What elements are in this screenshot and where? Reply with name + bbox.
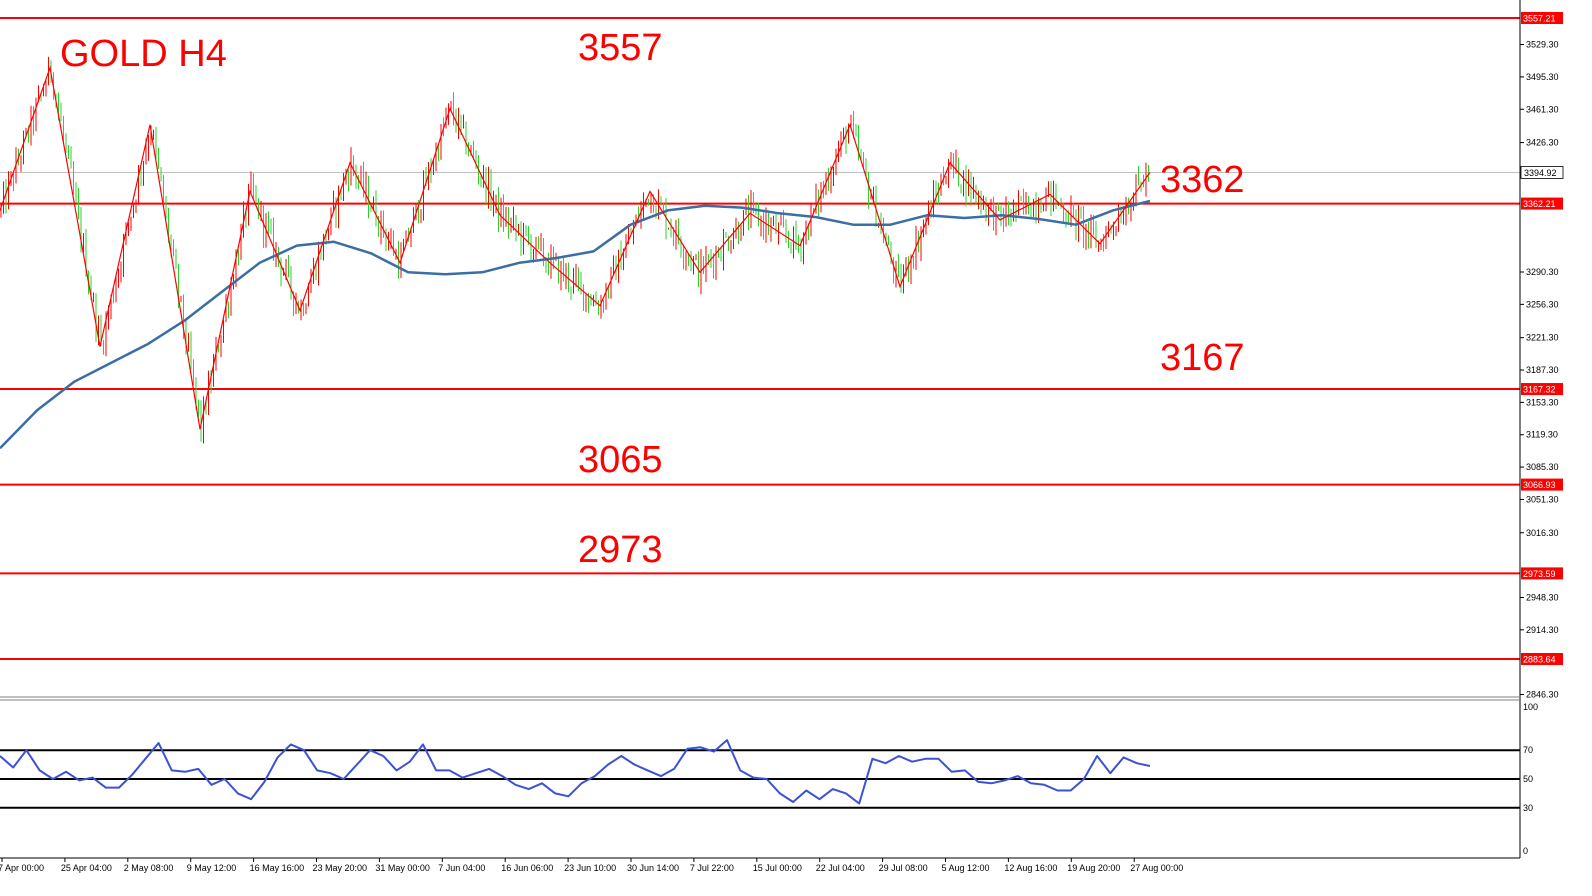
price-tick-label: 3221.30 (1526, 333, 1559, 343)
level-price-label: 3066.93 (1523, 480, 1556, 490)
time-tick-label: 15 Jul 00:00 (753, 863, 802, 873)
moving-average (0, 199, 1151, 450)
price-tick-label: 3495.30 (1526, 72, 1559, 82)
price-tick-label: 3085.30 (1526, 462, 1559, 472)
level-annotation: 2973 (578, 529, 663, 571)
time-tick-label: 16 May 16:00 (250, 863, 305, 873)
osc-level-label: 30 (1523, 803, 1533, 813)
level-price-tag (1521, 653, 1563, 665)
osc-level-label: 50 (1523, 774, 1533, 784)
osc-level-label: 70 (1523, 745, 1533, 755)
level-price-tag (1521, 197, 1563, 210)
price-tick-label: 3256.30 (1526, 299, 1559, 309)
price-tick-label: 2846.30 (1526, 690, 1559, 700)
time-tick-label: 5 Aug 12:00 (942, 863, 990, 873)
oscillator-panel: 70 50 30 100 0 (0, 702, 1538, 856)
level-price-label: 3557.21 (1523, 14, 1556, 24)
level-price-label: 3167.32 (1523, 385, 1556, 395)
level-price-label: 2883.64 (1523, 655, 1556, 665)
level-annotation: 3557 (578, 27, 663, 69)
level-annotation: 3167 (1160, 337, 1245, 379)
time-tick-label: 7 Jul 22:00 (690, 863, 734, 873)
level-price-label: 3362.21 (1523, 199, 1556, 209)
time-tick-label: 19 Aug 20:00 (1067, 863, 1120, 873)
price-tick-label: 3461.30 (1526, 104, 1559, 114)
price-tick-label: 2914.30 (1526, 625, 1559, 635)
time-axis: 7 Apr 00:00 25 Apr 04:00 2 May 08:00 9 May … (0, 858, 1183, 873)
osc-level-tag (1522, 802, 1534, 813)
osc-axis-max: 100 (1523, 702, 1538, 712)
time-tick-label: 30 Jun 14:00 (627, 863, 679, 873)
level-price-tag (1521, 383, 1563, 396)
time-tick-label: 7 Apr 00:00 (0, 863, 44, 873)
time-tick-label: 25 Apr 04:00 (61, 863, 112, 873)
time-tick-label: 29 Jul 08:00 (879, 863, 928, 873)
price-tick-label: 3529.30 (1526, 40, 1559, 50)
level-price-tag (1521, 478, 1563, 491)
zigzag (0, 65, 1151, 430)
current-price-label: 3394.92 (1524, 168, 1557, 178)
level-annotation: 3362 (1160, 159, 1245, 201)
time-tick-label: 7 Jun 04:00 (438, 863, 485, 873)
level-price-tag (1521, 12, 1563, 24)
level-annotations: 3557 3362 3167 3065 2973 (578, 27, 1245, 571)
price-tick-label: 3051.30 (1526, 494, 1559, 504)
time-tick-label: 31 May 00:00 (375, 863, 430, 873)
time-tick-label: 2 May 08:00 (124, 863, 174, 873)
zigzag-line (0, 65, 1151, 430)
time-tick-label: 12 Aug 16:00 (1004, 863, 1057, 873)
level-price-tag (1521, 567, 1563, 580)
time-tick-label: 23 May 20:00 (313, 863, 368, 873)
price-tick-label: 3426.30 (1526, 138, 1559, 148)
price-tick-label: 3016.30 (1526, 528, 1559, 538)
price-tick-label: 3119.30 (1526, 430, 1558, 440)
level-price-label: 2973.59 (1523, 569, 1556, 579)
price-tick-label: 3187.30 (1526, 365, 1559, 375)
level-annotation: 3065 (578, 439, 663, 481)
moving-average-line (0, 199, 1151, 450)
time-tick-label: 9 May 12:00 (187, 863, 237, 873)
oscillator-line (0, 739, 1151, 805)
price-tick-label: 3290.30 (1526, 267, 1559, 277)
time-tick-label: 16 Jun 06:00 (501, 863, 553, 873)
price-tick-label: 2948.30 (1526, 592, 1559, 602)
time-tick-label: 22 Jul 04:00 (816, 863, 865, 873)
level-lines (0, 17, 1520, 660)
price-tick-label: 3153.30 (1526, 397, 1559, 407)
chart-title: GOLD H4 (60, 33, 227, 75)
current-price-tag (1520, 166, 1564, 179)
osc-level-tag (1522, 745, 1534, 756)
osc-level-tag (1522, 774, 1534, 784)
osc-axis-min: 0 (1523, 846, 1528, 856)
time-tick-label: 23 Jun 10:00 (564, 863, 616, 873)
time-tick-label: 27 Aug 00:00 (1130, 863, 1183, 873)
